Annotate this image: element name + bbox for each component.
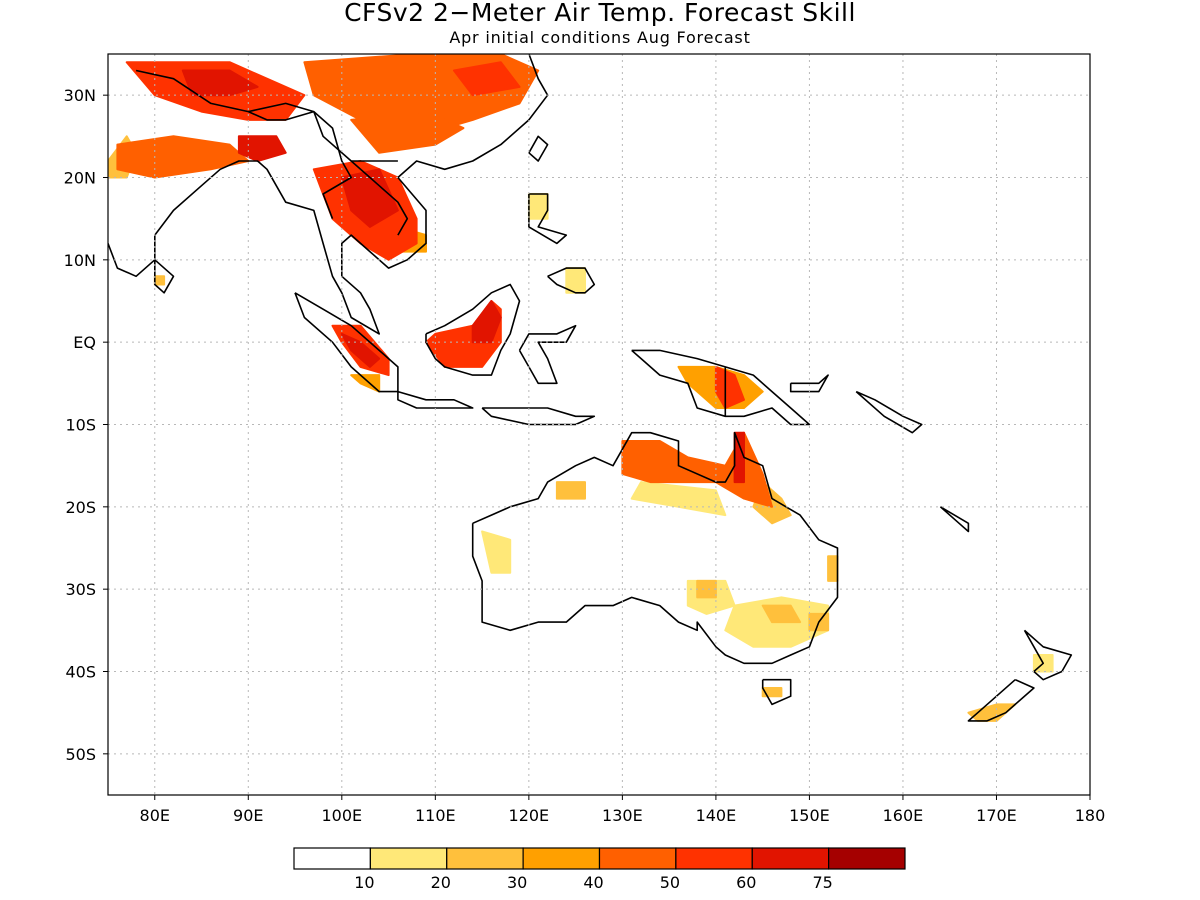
coastline-taiwan [528, 135, 549, 162]
colorbar-label: 40 [583, 873, 603, 892]
skill-region-sumatra-south [350, 374, 381, 393]
axis-labels: 80E 90E 100E 110E 120E 130E 140E 150E 160E 170E 18… [64, 86, 1106, 825]
coastline-mindanao [547, 267, 596, 294]
skill-region-indochina-inner [340, 168, 399, 228]
skill-region-tibet-hot [453, 61, 521, 97]
lat-tick-label: 20N [64, 169, 96, 188]
lon-tick-label: 130E [602, 806, 643, 825]
colorbar-label: 30 [507, 873, 527, 892]
skill-region-nsw-core [761, 604, 802, 624]
coastline-lesser-sunda [481, 407, 596, 426]
skill-region-sumatra-hot [340, 332, 381, 368]
lat-tick-label: 10N [64, 251, 96, 270]
lon-tick-label: 120E [509, 806, 550, 825]
coastline-tibet-border [247, 110, 315, 121]
colorbar-swatch [675, 847, 753, 870]
skill-region-qld-se [827, 555, 839, 582]
coastline-asia-mainland [108, 54, 549, 335]
colorbar: 10 20 30 40 50 60 75 [293, 847, 906, 892]
coastline-china-border [135, 69, 398, 162]
coastline-new-caledonia [939, 506, 970, 533]
lon-tick-label: 90E [233, 806, 263, 825]
lon-tick-label: 100E [321, 806, 362, 825]
lon-tick-label: 80E [140, 806, 170, 825]
colorbar-swatch [369, 847, 448, 870]
skill-shading [108, 54, 1054, 722]
colorbar-swatch [828, 847, 906, 870]
lon-tick-label: 180 [1075, 806, 1106, 825]
colorbar-label: 20 [431, 873, 451, 892]
skill-region-india-central [116, 135, 250, 179]
colorbar-label: 50 [660, 873, 680, 892]
skill-region-tasmania [761, 687, 783, 698]
lat-tick-label: 30S [65, 580, 96, 599]
lon-tick-label: 170E [976, 806, 1017, 825]
map-subtitle: Apr initial conditions Aug Forecast [449, 28, 751, 47]
coastline-laos-border [350, 160, 409, 236]
lat-tick-label: 20S [65, 498, 96, 517]
colorbar-swatch [446, 847, 524, 870]
colorbar-label: 10 [354, 873, 374, 892]
gridlines [108, 54, 1090, 795]
lon-tick-label: 110E [415, 806, 456, 825]
coastline-australia [471, 431, 839, 665]
lat-tick-label: 40S [65, 663, 96, 682]
lon-tick-label: 160E [883, 806, 924, 825]
coastline-new-guinea [631, 349, 811, 426]
skill-region-kimberley [555, 481, 586, 500]
coastline-nz-south [967, 678, 1035, 722]
lat-tick-label: EQ [73, 333, 96, 352]
skill-region-sri-lanka [153, 275, 166, 286]
skill-region-sa-inland-2 [696, 579, 717, 599]
lon-tick-label: 150E [789, 806, 830, 825]
skill-region-new-guinea-hot [714, 365, 745, 409]
lon-tick-label: 140E [696, 806, 737, 825]
coastline-new-britain [789, 374, 829, 393]
colorbar-swatch [522, 847, 601, 870]
colorbar-swatch [293, 847, 371, 870]
skill-region-borneo-hot [471, 300, 502, 344]
coastline-solomons [855, 390, 923, 434]
colorbar-label: 60 [736, 873, 756, 892]
colorbar-label: 75 [812, 873, 832, 892]
lat-tick-label: 10S [65, 416, 96, 435]
coastline-myanmar-border [313, 111, 353, 219]
coastline-tasmania [761, 678, 792, 706]
colorbar-swatch [598, 847, 677, 870]
colorbar-swatch [751, 847, 830, 870]
skill-region-north-india-inner [181, 69, 259, 97]
map-title: CFSv2 2−Meter Air Temp. Forecast Skill [344, 0, 856, 27]
coastline-nz-north [1023, 629, 1073, 681]
skill-region-bangladesh [237, 135, 287, 162]
lat-tick-label: 50S [65, 745, 96, 764]
skill-region-wa-west [481, 530, 512, 574]
skill-region-cape-york-hot [733, 431, 745, 484]
lat-tick-label: 30N [64, 86, 96, 105]
skill-region-north-aus-fringe [630, 481, 727, 517]
coastline-java [397, 390, 474, 409]
coastline-sulawesi [518, 324, 577, 385]
coastline-luzon [528, 193, 568, 245]
